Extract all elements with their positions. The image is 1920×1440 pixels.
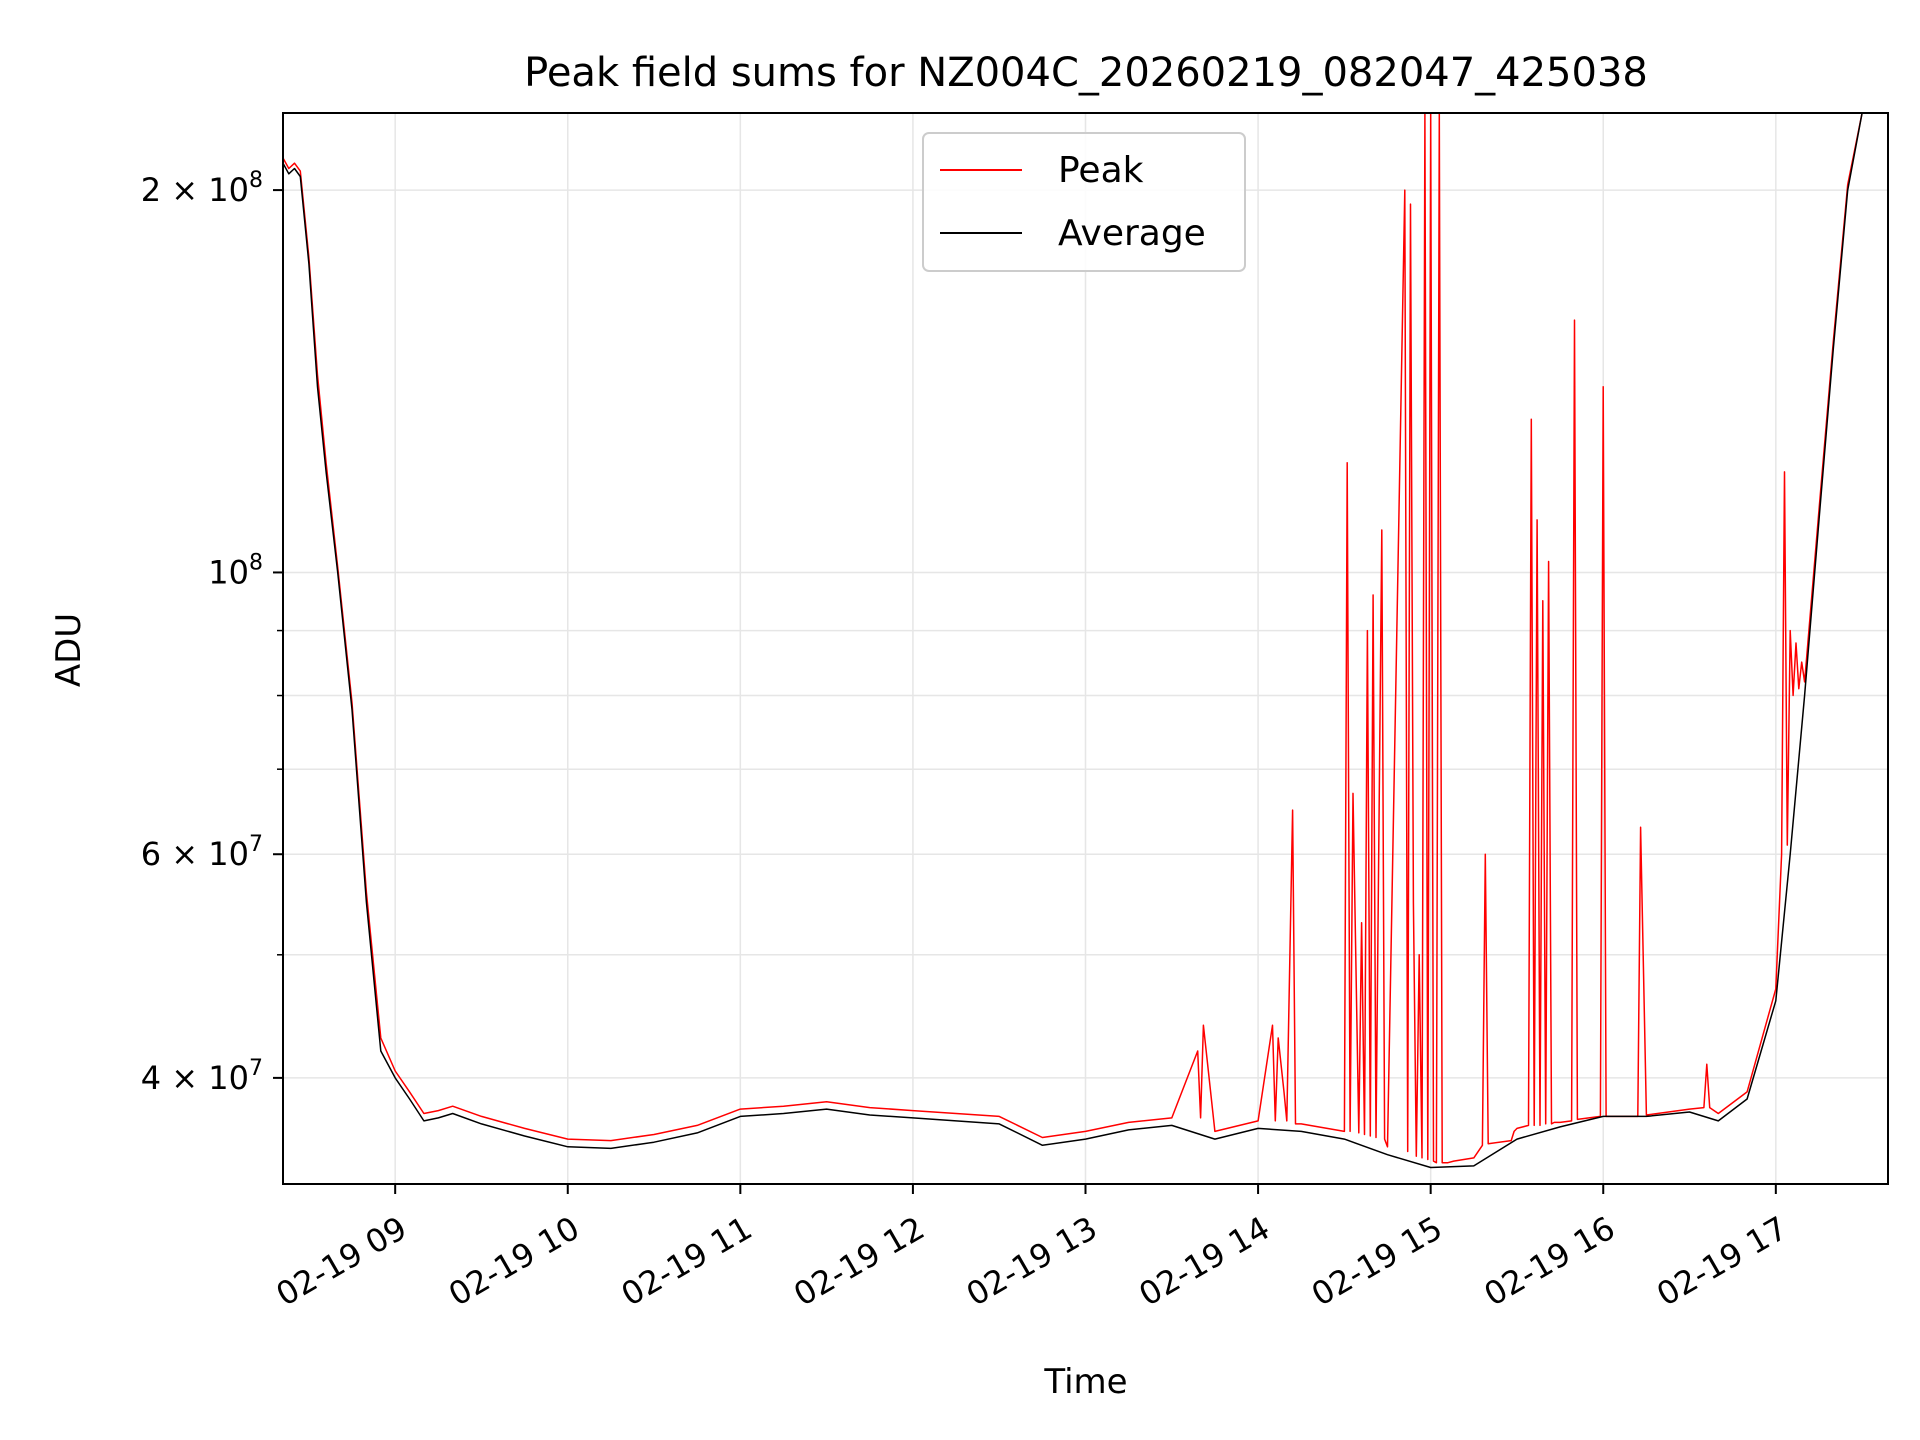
y-tick-label: 6 × 107 [141, 832, 263, 873]
y-tick-label-base: 4 × 10 [141, 1059, 249, 1097]
legend: Peak Average [922, 132, 1246, 272]
chart-title: Peak field sums for NZ004C_20260219_0820… [524, 50, 1648, 96]
y-tick-label-exponent: 7 [249, 832, 263, 857]
legend-label-peak: Peak [1058, 150, 1144, 191]
y-tick-label-exponent: 7 [249, 1056, 263, 1081]
legend-box [922, 132, 1246, 272]
y-tick-label-exponent: 8 [249, 168, 263, 193]
grid [283, 113, 1888, 1184]
y-tick-label: 4 × 107 [141, 1056, 263, 1097]
y-tick-label: 2 × 108 [141, 168, 263, 209]
x-axis-label: Time [1043, 1362, 1127, 1402]
legend-label-average: Average [1058, 213, 1206, 254]
y-tick-label-base: 10 [208, 553, 249, 591]
y-tick-label-base: 2 × 10 [141, 171, 249, 209]
y-axis-label: ADU [49, 613, 89, 687]
y-tick-label: 108 [208, 550, 263, 591]
series-peak-line [283, 113, 1888, 1164]
series-layer [283, 113, 1888, 1169]
series-average-line [283, 113, 1888, 1169]
y-tick-label-base: 6 × 10 [141, 835, 249, 873]
y-tick-label-exponent: 8 [249, 550, 263, 575]
